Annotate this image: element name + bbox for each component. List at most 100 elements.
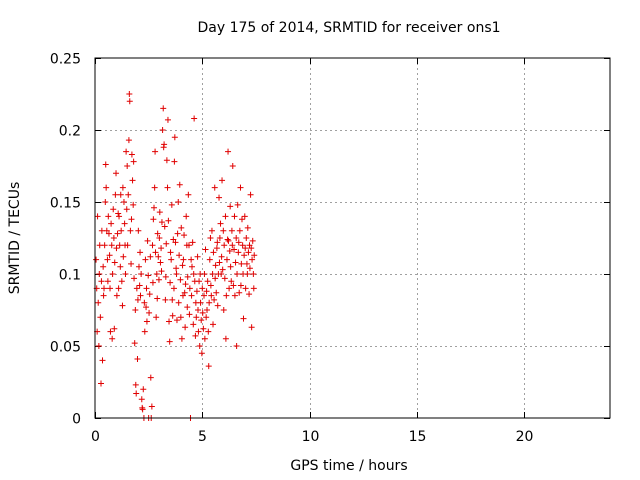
x-tick-label: 10 <box>302 429 320 445</box>
data-point <box>154 230 161 237</box>
data-point <box>182 281 189 288</box>
data-point <box>240 315 247 322</box>
data-point <box>103 184 110 191</box>
data-point <box>168 201 175 208</box>
data-point <box>152 148 159 155</box>
data-point <box>169 296 176 303</box>
data-point <box>232 259 239 266</box>
data-point <box>145 272 152 279</box>
data-point <box>113 245 120 252</box>
data-point <box>113 292 120 299</box>
data-point <box>161 223 168 230</box>
data-point <box>219 177 226 184</box>
data-point <box>100 292 107 299</box>
data-point <box>208 292 215 299</box>
data-point <box>133 390 140 397</box>
data-point <box>143 304 150 311</box>
data-point <box>124 242 131 249</box>
data-point <box>201 292 208 299</box>
data-point <box>247 191 254 198</box>
data-point <box>176 252 183 259</box>
data-point <box>174 230 181 237</box>
data-point <box>228 278 235 285</box>
axis-ticks <box>95 58 610 419</box>
data-point <box>93 256 100 263</box>
data-point <box>238 216 245 223</box>
data-point <box>237 184 244 191</box>
data-point <box>166 338 173 345</box>
data-point <box>210 249 217 256</box>
data-point <box>97 314 104 321</box>
data-point <box>163 157 170 164</box>
data-point <box>184 304 191 311</box>
data-point <box>109 271 116 277</box>
data-point <box>221 275 228 282</box>
data-point <box>228 227 235 234</box>
y-tick-label: 0.05 <box>50 340 81 356</box>
data-point <box>125 191 132 198</box>
data-point <box>156 235 163 241</box>
data-point <box>227 203 234 210</box>
data-point <box>140 386 147 393</box>
data-point <box>126 98 133 105</box>
data-point <box>246 265 253 272</box>
data-point <box>164 116 171 123</box>
data-point <box>201 335 208 342</box>
data-point <box>201 271 208 277</box>
data-point <box>111 259 118 266</box>
data-point <box>227 263 234 270</box>
data-point <box>243 235 250 241</box>
data-point <box>128 260 135 267</box>
data-point <box>136 282 143 289</box>
data-point <box>123 206 130 213</box>
data-point <box>155 253 162 260</box>
data-point <box>242 245 249 252</box>
data-point <box>210 321 217 328</box>
data-point <box>108 242 115 249</box>
data-point <box>144 237 151 244</box>
data-point <box>105 230 112 237</box>
data-point <box>115 210 122 217</box>
data-point <box>178 224 185 231</box>
data-point <box>170 285 177 292</box>
data-point <box>186 285 193 292</box>
data-point <box>207 282 214 289</box>
data-point <box>181 232 188 239</box>
data-point <box>152 249 159 256</box>
data-point <box>99 357 106 364</box>
data-point <box>151 204 158 211</box>
data-point <box>171 158 178 165</box>
data-point <box>127 227 134 234</box>
data-point <box>135 263 142 270</box>
data-point <box>117 191 124 198</box>
data-point <box>120 253 127 260</box>
data-point <box>235 249 242 256</box>
data-point <box>153 314 160 321</box>
data-point <box>202 246 209 253</box>
data-point <box>235 239 242 246</box>
data-point <box>141 328 148 335</box>
data-point <box>95 343 102 349</box>
data-point <box>248 324 255 331</box>
data-point <box>134 296 141 303</box>
data-point <box>119 184 126 191</box>
data-point <box>185 242 192 249</box>
data-point <box>131 275 138 282</box>
data-point <box>196 343 203 349</box>
data-point <box>226 285 233 292</box>
data-point <box>173 265 180 272</box>
data-point <box>192 332 199 339</box>
data-point <box>225 148 232 155</box>
data-point <box>143 285 150 292</box>
data-point <box>128 151 135 158</box>
data-point <box>149 279 156 286</box>
data-point <box>95 299 102 306</box>
data-point <box>147 253 154 260</box>
data-point <box>111 325 118 332</box>
data-point <box>167 249 174 256</box>
data-point <box>230 282 237 289</box>
x-tick-labels: 0 5 10 15 20 <box>91 429 533 445</box>
data-point <box>199 309 206 316</box>
data-point <box>191 115 198 122</box>
